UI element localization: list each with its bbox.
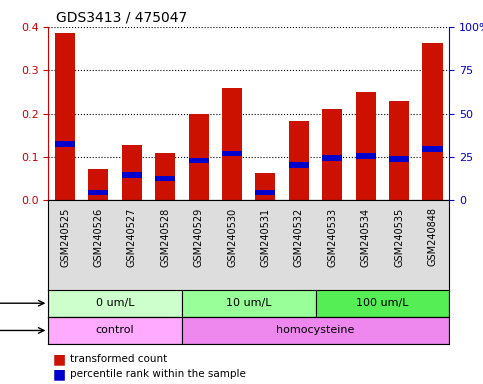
Text: GDS3413 / 475047: GDS3413 / 475047 [57, 10, 187, 24]
Text: percentile rank within the sample: percentile rank within the sample [70, 369, 246, 379]
Bar [188, 114, 209, 200]
Text: control: control [96, 326, 134, 336]
Text: 10 um/L: 10 um/L [226, 298, 271, 308]
Bar [423, 146, 442, 152]
Bar [155, 153, 175, 200]
Bar [155, 176, 175, 182]
Text: 0 um/L: 0 um/L [96, 298, 134, 308]
Bar [55, 141, 75, 147]
Text: ■: ■ [53, 367, 66, 381]
Bar [122, 172, 142, 178]
Bar [355, 92, 376, 200]
Bar [55, 33, 75, 200]
Bar [423, 43, 442, 200]
Text: transformed count: transformed count [70, 354, 167, 364]
Text: GSM240848: GSM240848 [427, 207, 438, 266]
Text: GSM240535: GSM240535 [394, 207, 404, 267]
Bar [256, 174, 275, 200]
Bar [389, 156, 409, 162]
Text: GSM240534: GSM240534 [361, 207, 370, 266]
Bar [389, 101, 409, 200]
Text: GSM240529: GSM240529 [194, 207, 204, 267]
FancyBboxPatch shape [182, 290, 315, 317]
Text: 100 um/L: 100 um/L [356, 298, 409, 308]
FancyBboxPatch shape [315, 290, 449, 317]
Bar [322, 109, 342, 200]
FancyBboxPatch shape [48, 317, 182, 344]
Bar [88, 190, 108, 195]
Text: homocysteine: homocysteine [276, 326, 355, 336]
Text: GSM240532: GSM240532 [294, 207, 304, 267]
Bar [355, 153, 376, 159]
Text: GSM240525: GSM240525 [60, 207, 70, 267]
Bar [289, 121, 309, 200]
Text: GSM240530: GSM240530 [227, 207, 237, 266]
FancyBboxPatch shape [48, 290, 182, 317]
Text: ■: ■ [53, 352, 66, 366]
Text: GSM240527: GSM240527 [127, 207, 137, 267]
FancyBboxPatch shape [182, 317, 449, 344]
Text: GSM240528: GSM240528 [160, 207, 170, 267]
Bar [289, 162, 309, 168]
Bar [222, 88, 242, 200]
Text: GSM240533: GSM240533 [327, 207, 337, 266]
Bar [322, 155, 342, 161]
Bar [88, 169, 108, 200]
Text: GSM240531: GSM240531 [260, 207, 270, 266]
Bar [256, 190, 275, 195]
Bar [122, 145, 142, 200]
Text: GSM240526: GSM240526 [93, 207, 103, 267]
Bar [222, 151, 242, 156]
Bar [188, 158, 209, 163]
